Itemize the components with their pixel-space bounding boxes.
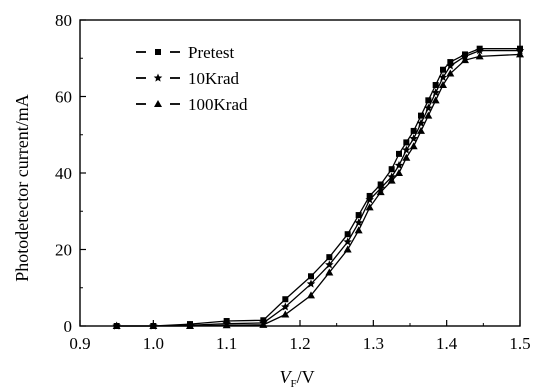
legend-item: 10Krad — [136, 69, 239, 88]
legend-item: Pretest — [136, 43, 235, 62]
x-axis-title-unit: /V — [297, 367, 315, 387]
x-tick-label: 0.9 — [69, 334, 90, 353]
legend-label: Pretest — [188, 43, 235, 62]
data-point — [475, 52, 484, 60]
legend-label: 10Krad — [188, 69, 239, 88]
data-point — [354, 218, 363, 227]
data-point — [403, 139, 410, 146]
data-point — [354, 226, 363, 234]
data-point — [186, 322, 194, 329]
legend-marker — [155, 49, 161, 55]
x-tick-label: 1.2 — [289, 334, 310, 353]
data-point — [306, 279, 316, 288]
data-point — [326, 254, 333, 261]
legend-marker — [153, 73, 163, 82]
legend: Pretest 10Krad 100Krad — [136, 43, 248, 114]
data-point — [281, 302, 290, 311]
data-point — [424, 111, 433, 119]
data-point — [440, 66, 446, 73]
legend-label: 100Krad — [188, 95, 248, 114]
data-point — [388, 166, 395, 173]
x-tick-label: 1.4 — [436, 334, 458, 353]
data-point — [409, 134, 418, 143]
data-point — [325, 260, 334, 269]
series-line — [116, 53, 521, 327]
data-point — [410, 127, 417, 134]
series-2 — [112, 50, 524, 329]
data-point — [355, 212, 362, 219]
y-axis-title: Photodetector current/mA — [12, 94, 32, 281]
data-point — [149, 322, 158, 329]
data-point — [461, 56, 469, 64]
data-point — [365, 203, 374, 211]
legend-marker — [154, 100, 162, 107]
data-point — [516, 50, 524, 58]
data-point — [409, 142, 418, 150]
data-point — [308, 273, 314, 280]
data-point — [446, 69, 455, 77]
data-point — [475, 46, 484, 55]
data-point — [387, 176, 396, 184]
data-point — [417, 126, 425, 134]
data-point — [365, 195, 374, 204]
legend-item: 100Krad — [136, 95, 248, 114]
data-point — [281, 310, 290, 318]
data-point — [438, 72, 448, 82]
plot-frame — [79, 19, 521, 327]
data-point — [402, 153, 411, 161]
x-tick-label: 1.5 — [509, 334, 530, 353]
y-tick-label: 0 — [64, 317, 73, 336]
data-point — [402, 145, 411, 154]
data-point — [418, 112, 424, 119]
data-point — [395, 169, 403, 176]
data-point — [394, 160, 404, 169]
series-line — [116, 49, 520, 327]
y-tick-label: 60 — [55, 88, 72, 107]
x-axis-title-subscript: F — [290, 378, 296, 388]
y-tick-label: 20 — [55, 241, 72, 260]
x-axis-title: VF/V — [279, 367, 314, 388]
x-tick-label: 1.1 — [216, 334, 237, 353]
data-point — [446, 61, 455, 70]
data-point — [344, 231, 351, 238]
data-point — [282, 296, 289, 303]
data-point — [259, 320, 268, 328]
data-point — [222, 321, 231, 329]
data-point — [307, 291, 315, 299]
data-point — [376, 188, 385, 196]
data-point — [431, 88, 440, 97]
data-point — [424, 103, 433, 112]
data-point — [343, 237, 352, 246]
x-axis-title-variable: V — [279, 367, 292, 387]
data-point — [432, 82, 439, 89]
series-layer — [112, 45, 525, 330]
data-point — [112, 322, 121, 329]
plot-axes: 0.9 1.0 1.1 1.2 1.3 1.4 1.5 0 20 40 60 80 — [55, 11, 531, 353]
y-tick-label: 80 — [55, 11, 72, 30]
data-point — [416, 118, 426, 127]
x-tick-label: 1.0 — [143, 334, 164, 353]
data-point — [325, 268, 334, 276]
data-point — [431, 96, 440, 104]
data-point — [460, 51, 470, 60]
data-point — [396, 150, 402, 157]
y-tick-label: 40 — [55, 164, 72, 183]
x-tick-label: 1.3 — [363, 334, 384, 353]
data-point — [515, 46, 525, 55]
data-point — [343, 245, 352, 253]
data-point — [425, 97, 432, 104]
data-point — [439, 81, 447, 89]
series-line — [116, 48, 520, 327]
